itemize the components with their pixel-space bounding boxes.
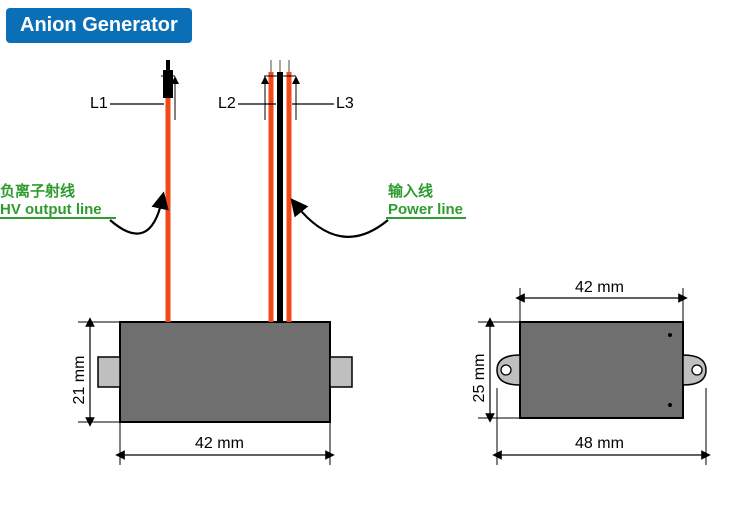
arrow-hv	[110, 200, 162, 234]
right-module	[497, 322, 706, 418]
diagram-canvas: L1 L2 L3 负离子射线 HV output line 输入线 Power …	[0, 0, 750, 510]
en-hv: HV output line	[0, 201, 102, 218]
label-L3: L3	[336, 95, 354, 112]
svg-text:25 mm: 25 mm	[471, 354, 488, 403]
svg-text:42 mm: 42 mm	[195, 435, 244, 452]
svg-text:21 mm: 21 mm	[71, 356, 88, 405]
wire-L1	[161, 60, 175, 322]
left-module	[98, 322, 352, 422]
svg-text:48 mm: 48 mm	[575, 435, 624, 452]
arrow-power	[296, 205, 388, 237]
label-L1: L1	[90, 95, 108, 112]
cn-pw: 输入线	[388, 182, 433, 200]
dim-right-top: 42 mm	[520, 279, 683, 322]
dim-left-width: 42 mm	[120, 422, 330, 465]
svg-text:42 mm: 42 mm	[575, 279, 624, 296]
label-L2: L2	[218, 95, 236, 112]
en-pw: Power line	[388, 201, 463, 218]
cn-hv: 负离子射线	[0, 182, 75, 200]
wire-L2-L3	[264, 60, 296, 322]
